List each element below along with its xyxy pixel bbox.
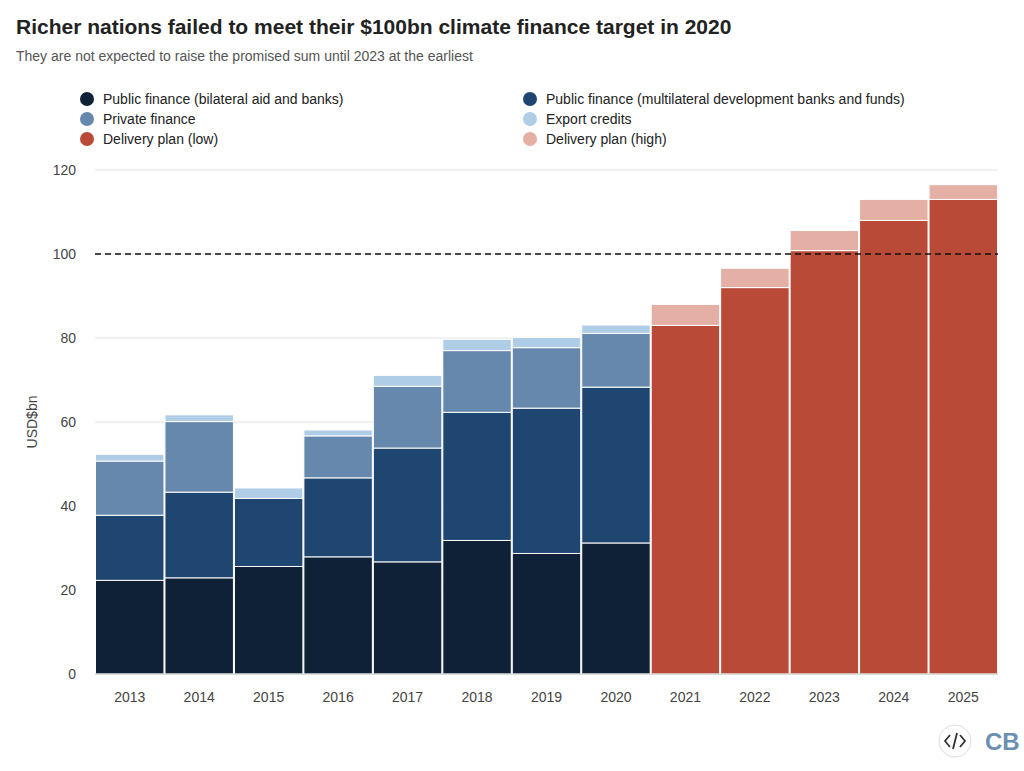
bar-segment — [443, 339, 511, 350]
bar-segment — [373, 562, 441, 674]
bar-segment — [443, 412, 511, 540]
y-axis-label: USD$bn — [24, 396, 40, 449]
x-tick-label: 2019 — [531, 689, 562, 705]
bar-segment — [165, 422, 233, 493]
bar-segment — [373, 375, 441, 386]
bar-segment — [582, 387, 650, 543]
bar-segment — [582, 325, 650, 333]
bar-segment — [304, 436, 372, 478]
logo-icon — [939, 725, 971, 757]
bar-segment — [96, 454, 164, 461]
bar-segment — [373, 386, 441, 448]
legend-swatch — [80, 92, 94, 106]
title: Richer nations failed to meet their $100… — [16, 15, 731, 38]
legend-swatch — [80, 112, 94, 126]
y-tick-label: 20 — [60, 582, 76, 598]
legend-label: Public finance (multilateral development… — [546, 91, 905, 107]
legend-label: Private finance — [103, 111, 196, 127]
x-tick-label: 2021 — [670, 689, 701, 705]
x-tick-label: 2025 — [948, 689, 979, 705]
legend-item: Private finance — [80, 111, 196, 127]
reference-line — [95, 253, 998, 255]
x-tick-label: 2013 — [114, 689, 145, 705]
bar-segment — [651, 304, 719, 325]
bar-segment — [443, 540, 511, 674]
bar-segment — [651, 325, 719, 674]
x-tick-label: 2017 — [392, 689, 423, 705]
bar-segment — [234, 566, 302, 674]
x-axis-line — [95, 674, 998, 675]
x-tick-label: 2024 — [878, 689, 909, 705]
bar-segment — [373, 448, 441, 562]
logo-text: CB — [985, 728, 1020, 755]
y-tick-label: 40 — [60, 498, 76, 514]
subtitle: They are not expected to raise the promi… — [16, 48, 473, 64]
legend-label: Delivery plan (high) — [546, 131, 667, 147]
y-tick-label: 80 — [60, 330, 76, 346]
bar-segment — [582, 543, 650, 674]
bar-segment — [582, 333, 650, 387]
bar-segment — [721, 268, 789, 287]
bar-segment — [512, 553, 580, 674]
logo-icon — [945, 733, 965, 749]
legend-item: Delivery plan (low) — [80, 131, 218, 147]
bar-segment — [234, 498, 302, 566]
bar-segment — [929, 185, 997, 200]
grid-line — [95, 674, 998, 675]
bar-segment — [929, 199, 997, 674]
bar-segment — [790, 230, 858, 250]
y-tick-label: 0 — [68, 666, 76, 682]
bar-segment — [165, 415, 233, 422]
logo: CB — [939, 725, 1020, 757]
x-tick-label: 2015 — [253, 689, 284, 705]
x-tick-label: 2020 — [600, 689, 631, 705]
legend-swatch — [523, 112, 537, 126]
bar-segment — [790, 251, 858, 674]
bar-segment — [860, 199, 928, 220]
x-tick-label: 2018 — [461, 689, 492, 705]
y-tick-label: 120 — [53, 162, 77, 178]
x-tick-label: 2014 — [184, 689, 215, 705]
y-tick-label: 60 — [60, 414, 76, 430]
legend-item: Export credits — [523, 111, 632, 127]
bar-segment — [443, 351, 511, 413]
bar-segment — [96, 580, 164, 674]
bar-segment — [165, 492, 233, 578]
legend-swatch — [523, 92, 537, 106]
bar-segment — [721, 288, 789, 674]
chart: Richer nations failed to meet their $100… — [0, 0, 1024, 771]
x-tick-label: 2016 — [323, 689, 354, 705]
x-tick-label: 2023 — [809, 689, 840, 705]
legend-item: Delivery plan (high) — [523, 131, 667, 147]
bar-segment — [304, 557, 372, 674]
x-tick-label: 2022 — [739, 689, 770, 705]
bar-segment — [860, 220, 928, 674]
bar-segment — [304, 430, 372, 436]
y-tick-label: 100 — [53, 246, 77, 262]
bar-segment — [512, 348, 580, 408]
legend-label: Delivery plan (low) — [103, 131, 218, 147]
bar-segment — [512, 338, 580, 348]
legend-swatch — [80, 132, 94, 146]
legend-label: Export credits — [546, 111, 632, 127]
grid-line — [95, 170, 998, 171]
legend-item: Public finance (multilateral development… — [523, 91, 905, 107]
legend-swatch — [523, 132, 537, 146]
bar-segment — [304, 478, 372, 557]
bar-segment — [165, 578, 233, 674]
bar-segment — [234, 488, 302, 499]
bar-segment — [96, 515, 164, 580]
legend-item: Public finance (bilateral aid and banks) — [80, 91, 343, 107]
bar-segment — [512, 408, 580, 553]
legend-label: Public finance (bilateral aid and banks) — [103, 91, 343, 107]
bar-segment — [96, 461, 164, 515]
bars — [95, 185, 998, 674]
